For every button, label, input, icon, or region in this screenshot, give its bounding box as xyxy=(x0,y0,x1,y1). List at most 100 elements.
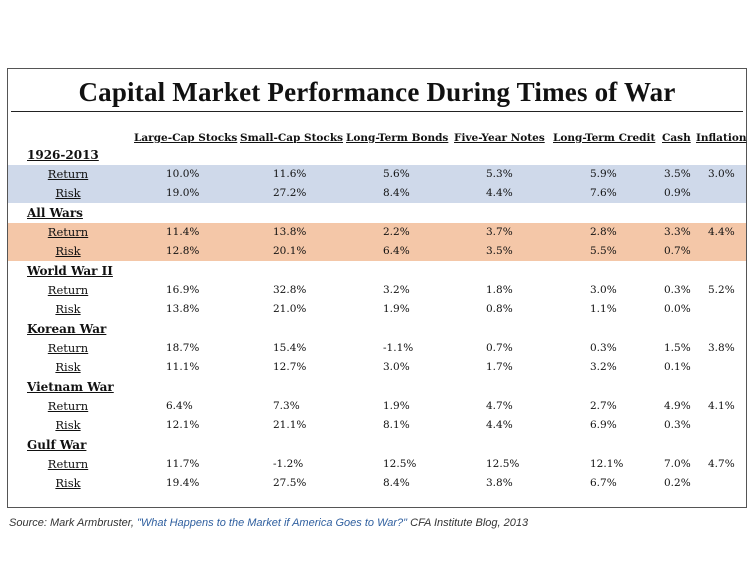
table-cell: 0.7% xyxy=(486,342,513,354)
table-cell: 12.1% xyxy=(166,419,200,431)
column-header: Long-Term Bonds xyxy=(346,132,449,144)
title-divider xyxy=(11,111,743,112)
column-header: Large-Cap Stocks xyxy=(134,132,238,144)
period-label: 1926-2013 xyxy=(27,148,99,162)
table-cell: -1.1% xyxy=(383,342,414,354)
table-frame: Capital Market Performance During Times … xyxy=(7,68,747,508)
metric-label: Risk xyxy=(55,360,81,374)
table-cell: 7.6% xyxy=(590,187,617,199)
table-cell: 12.8% xyxy=(166,245,200,257)
table-cell: 0.3% xyxy=(664,419,691,431)
source-citation: Source: Mark Armbruster, "What Happens t… xyxy=(9,517,528,529)
table-cell: 19.4% xyxy=(166,477,200,489)
table-cell: 12.1% xyxy=(590,458,624,470)
metric-label: Return xyxy=(47,225,89,239)
metric-label: Risk xyxy=(55,244,81,258)
table-cell: 1.5% xyxy=(664,342,691,354)
table-cell: 12.7% xyxy=(273,361,307,373)
table-cell: 32.8% xyxy=(273,284,307,296)
table-cell: 5.5% xyxy=(590,245,617,257)
table-cell: 4.4% xyxy=(486,187,513,199)
table-cell: 1.9% xyxy=(383,303,410,315)
table-cell: 6.7% xyxy=(590,477,617,489)
metric-label: Risk xyxy=(55,418,81,432)
table-cell: 2.8% xyxy=(590,226,617,238)
table-cell: 18.7% xyxy=(166,342,200,354)
table-cell: 4.9% xyxy=(664,400,691,412)
table-cell: 21.0% xyxy=(273,303,307,315)
period-label: World War II xyxy=(27,264,113,278)
table-cell: 4.4% xyxy=(708,226,735,238)
table-cell: 6.9% xyxy=(590,419,617,431)
metric-label: Return xyxy=(47,283,89,297)
table-cell: -1.2% xyxy=(273,458,304,470)
source-suffix: CFA Institute Blog, 2013 xyxy=(407,517,529,529)
table-cell: 21.1% xyxy=(273,419,307,431)
table-cell: 11.7% xyxy=(166,458,200,470)
table-cell: 16.9% xyxy=(166,284,200,296)
table-cell: 4.7% xyxy=(708,458,735,470)
table-cell: 11.4% xyxy=(166,226,200,238)
table-title: Capital Market Performance During Times … xyxy=(78,77,676,107)
table-cell: 0.3% xyxy=(664,284,691,296)
table-cell: 0.2% xyxy=(664,477,691,489)
table-cell: 5.6% xyxy=(383,168,410,180)
table-cell: 3.5% xyxy=(486,245,513,257)
column-header: Five-Year Notes xyxy=(454,132,545,144)
source-prefix: Source: Mark Armbruster, xyxy=(9,517,137,529)
table-cell: 1.8% xyxy=(486,284,513,296)
table-cell: 4.1% xyxy=(708,400,735,412)
table-cell: 0.8% xyxy=(486,303,513,315)
row-highlight-band xyxy=(8,223,746,261)
table-cell: 3.7% xyxy=(486,226,513,238)
column-header: Long-Term Credit xyxy=(553,132,656,144)
table-cell: 12.5% xyxy=(486,458,520,470)
table-cell: 5.2% xyxy=(708,284,735,296)
table-cell: 1.1% xyxy=(590,303,617,315)
table-cell: 2.2% xyxy=(383,226,410,238)
table-cell: 4.7% xyxy=(486,400,513,412)
metric-label: Return xyxy=(47,341,89,355)
table-cell: 15.4% xyxy=(273,342,307,354)
table-cell: 5.3% xyxy=(486,168,513,180)
metric-label: Return xyxy=(47,399,89,413)
table-cell: 0.9% xyxy=(664,187,691,199)
metric-label: Risk xyxy=(55,476,81,490)
table-cell: 8.1% xyxy=(383,419,410,431)
period-label: Gulf War xyxy=(27,438,87,452)
table-cell: 13.8% xyxy=(273,226,307,238)
table-cell: 8.4% xyxy=(383,477,410,489)
table-cell: 4.4% xyxy=(486,419,513,431)
table-cell: 3.0% xyxy=(708,168,735,180)
table-cell: 27.2% xyxy=(273,187,307,199)
table-cell: 13.8% xyxy=(166,303,200,315)
table-cell: 6.4% xyxy=(166,400,193,412)
table-cell: 1.7% xyxy=(486,361,513,373)
table-cell: 10.0% xyxy=(166,168,200,180)
table-cell: 5.9% xyxy=(590,168,617,180)
table-cell: 3.8% xyxy=(708,342,735,354)
column-header: Inflation xyxy=(696,132,747,144)
column-header: Cash xyxy=(662,132,691,144)
table-cell: 3.0% xyxy=(590,284,617,296)
table-cell: 3.0% xyxy=(383,361,410,373)
table-cell: 11.1% xyxy=(166,361,200,373)
table-cell: 7.3% xyxy=(273,400,300,412)
table-cell: 12.5% xyxy=(383,458,417,470)
table-cell: 11.6% xyxy=(273,168,307,180)
period-label: Vietnam War xyxy=(27,380,114,394)
metric-label: Risk xyxy=(55,186,81,200)
table-cell: 0.1% xyxy=(664,361,691,373)
table-cell: 2.7% xyxy=(590,400,617,412)
table-cell: 3.5% xyxy=(664,168,691,180)
table-cell: 0.7% xyxy=(664,245,691,257)
table-cell: 3.2% xyxy=(383,284,410,296)
column-header: Small-Cap Stocks xyxy=(240,132,344,144)
table-cell: 6.4% xyxy=(383,245,410,257)
period-label: All Wars xyxy=(27,206,83,220)
metric-label: Risk xyxy=(55,302,81,316)
table-cell: 3.2% xyxy=(590,361,617,373)
source-article-link[interactable]: "What Happens to the Market if America G… xyxy=(136,517,408,529)
period-label: Korean War xyxy=(27,322,107,336)
table-cell: 27.5% xyxy=(273,477,307,489)
